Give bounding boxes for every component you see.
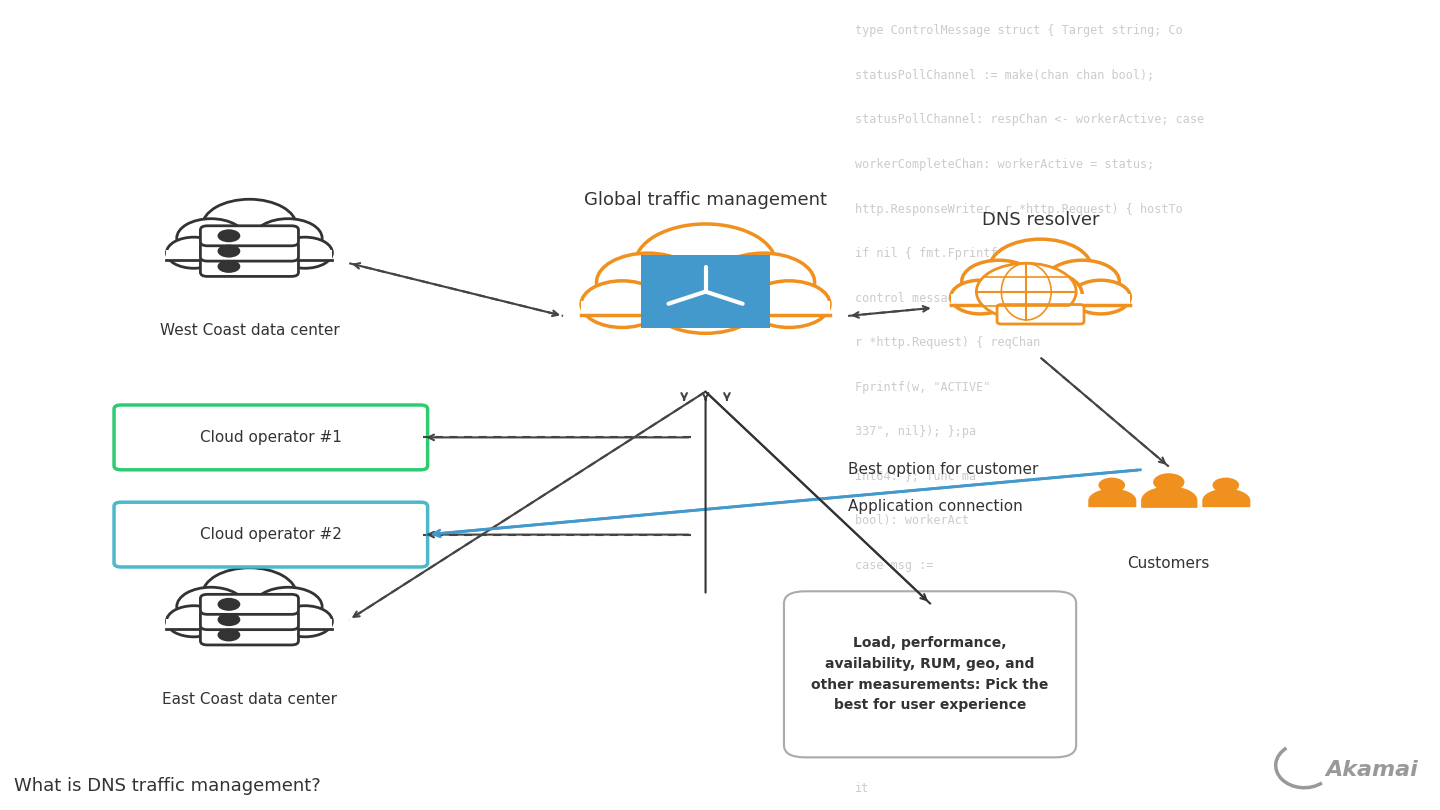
Circle shape: [1071, 280, 1130, 314]
Circle shape: [217, 245, 240, 258]
Circle shape: [217, 598, 240, 611]
Circle shape: [217, 260, 240, 273]
Text: Cloud operator #2: Cloud operator #2: [200, 527, 341, 542]
Circle shape: [648, 267, 763, 334]
FancyBboxPatch shape: [996, 305, 1084, 324]
Text: fprintf: fprintf: [855, 693, 906, 706]
Circle shape: [1099, 478, 1125, 492]
FancyBboxPatch shape: [200, 610, 298, 629]
FancyBboxPatch shape: [200, 226, 298, 245]
Text: Application connection: Application connection: [848, 499, 1022, 514]
Text: if nil { fmt.Fprintf(w,: if nil { fmt.Fprintf(w,: [855, 247, 1020, 260]
Text: Fprintf(w, "ACTIVE": Fprintf(w, "ACTIVE": [855, 381, 991, 394]
Circle shape: [167, 606, 222, 637]
Circle shape: [711, 254, 815, 312]
FancyBboxPatch shape: [114, 502, 428, 567]
Text: workerCompleteChan: workerActive = status;: workerCompleteChan: workerActive = statu…: [855, 158, 1155, 171]
Circle shape: [1045, 260, 1119, 302]
Circle shape: [976, 263, 1076, 320]
Circle shape: [747, 281, 829, 327]
Circle shape: [999, 271, 1083, 318]
Circle shape: [210, 597, 288, 641]
Circle shape: [177, 587, 245, 626]
Circle shape: [596, 254, 700, 312]
Circle shape: [253, 587, 323, 626]
Text: Cloud operator #1: Cloud operator #1: [200, 430, 341, 445]
Text: func admini: func admini: [855, 603, 933, 616]
Text: statusPollChannel: respChan <- workerActive; case: statusPollChannel: respChan <- workerAct…: [855, 113, 1204, 126]
Circle shape: [217, 629, 240, 642]
FancyBboxPatch shape: [641, 255, 770, 328]
FancyBboxPatch shape: [200, 241, 298, 261]
Circle shape: [1153, 473, 1185, 491]
Text: for: for: [855, 737, 877, 750]
Circle shape: [962, 260, 1035, 302]
Text: East Coast data center: East Coast data center: [161, 692, 337, 707]
Bar: [582, 301, 829, 317]
Bar: [950, 295, 1130, 306]
Text: it: it: [855, 782, 870, 795]
Text: Load, performance,
availability, RUM, geo, and
other measurements: Pick the
best: Load, performance, availability, RUM, ge…: [811, 637, 1048, 712]
Circle shape: [278, 237, 333, 268]
Text: int64: }; func ma: int64: }; func ma: [855, 470, 976, 483]
Text: DNS resolver: DNS resolver: [982, 211, 1099, 228]
Text: bool): workerAct: bool): workerAct: [855, 514, 969, 527]
Text: 337", nil}); };pa: 337", nil}); };pa: [855, 425, 976, 438]
Circle shape: [217, 229, 240, 242]
Circle shape: [635, 224, 776, 304]
Text: getTickenc: getTickenc: [855, 648, 926, 661]
Text: type ControlMessage struct { Target string; Co: type ControlMessage struct { Target stri…: [855, 24, 1184, 37]
Text: Global traffic management: Global traffic management: [585, 191, 827, 209]
Text: Best option for customer: Best option for customer: [848, 463, 1038, 477]
Circle shape: [203, 199, 297, 253]
FancyBboxPatch shape: [200, 595, 298, 614]
FancyBboxPatch shape: [200, 625, 298, 645]
Text: statusPollChannel := make(chan chan bool);: statusPollChannel := make(chan chan bool…: [855, 69, 1155, 82]
FancyBboxPatch shape: [114, 405, 428, 470]
Circle shape: [253, 219, 323, 258]
FancyBboxPatch shape: [200, 257, 298, 276]
Circle shape: [167, 237, 222, 268]
Text: What is DNS traffic management?: What is DNS traffic management?: [14, 777, 321, 795]
Circle shape: [989, 239, 1092, 297]
Circle shape: [582, 281, 664, 327]
Circle shape: [217, 613, 240, 626]
Bar: [167, 619, 333, 629]
Text: West Coast data center: West Coast data center: [160, 323, 340, 339]
Circle shape: [278, 606, 333, 637]
Text: Akamai: Akamai: [1326, 760, 1418, 779]
Circle shape: [203, 568, 297, 621]
Circle shape: [210, 228, 288, 272]
Circle shape: [950, 280, 1009, 314]
Circle shape: [177, 219, 245, 258]
FancyBboxPatch shape: [783, 591, 1076, 757]
Bar: [167, 250, 333, 261]
Text: Customers: Customers: [1128, 556, 1210, 571]
Text: control message issued for Ta: control message issued for Ta: [855, 292, 1061, 305]
Text: http.ResponseWriter, r *http.Request) { hostTo: http.ResponseWriter, r *http.Request) { …: [855, 202, 1184, 215]
Text: case msg :=: case msg :=: [855, 559, 933, 572]
Text: r *http.Request) { reqChan: r *http.Request) { reqChan: [855, 336, 1041, 349]
Circle shape: [1212, 478, 1240, 492]
